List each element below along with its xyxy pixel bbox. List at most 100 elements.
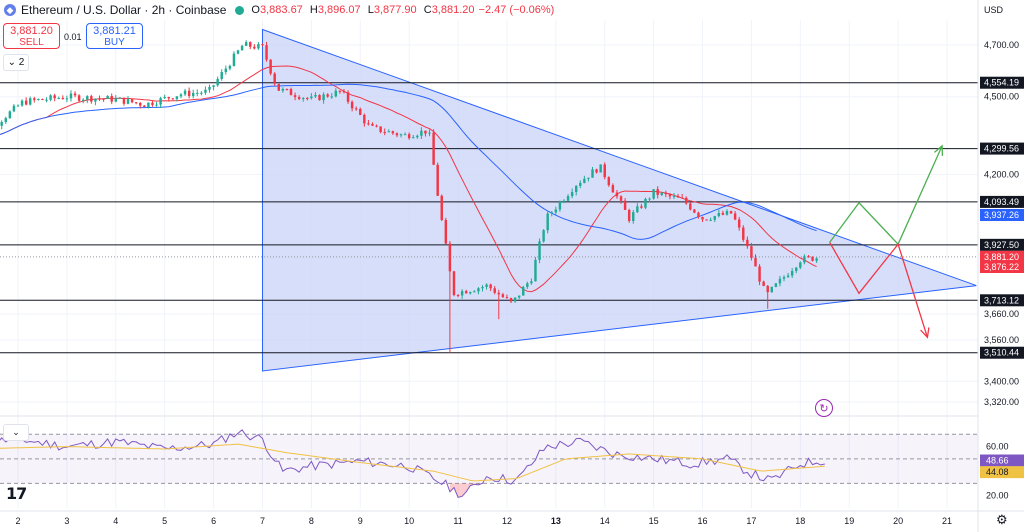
price-scale: USD 4,700.00 4,500.00 4,200.00 3,660.00 3,560… xyxy=(977,0,1024,532)
price-label-level: 4,299.56 xyxy=(984,144,1019,154)
settings-icon[interactable]: ⚙ xyxy=(996,512,1008,527)
candle-body xyxy=(660,192,664,195)
replay-icon[interactable]: ↻ xyxy=(815,399,833,417)
moving-averages xyxy=(0,65,817,293)
time-tick-label: 4 xyxy=(113,516,118,526)
candle-body xyxy=(513,297,517,302)
time-tick-label: 15 xyxy=(649,516,659,526)
candle-body xyxy=(212,85,215,87)
candle-body xyxy=(240,45,244,51)
price-tick-label: 3,400.00 xyxy=(984,376,1019,386)
time-tick-label: 2 xyxy=(15,516,20,526)
candle-body xyxy=(656,189,659,195)
candle-body xyxy=(77,95,81,101)
candle-body xyxy=(489,284,492,289)
candle-body xyxy=(611,185,615,193)
candle-body xyxy=(171,98,175,100)
candle-body xyxy=(607,177,611,186)
candle-body xyxy=(680,197,684,199)
price-tick-label: 3,560.00 xyxy=(984,335,1019,345)
candle-body xyxy=(354,108,358,110)
candle-body xyxy=(342,91,346,93)
candle-body xyxy=(49,95,52,100)
candle-body xyxy=(456,295,460,297)
candle-body xyxy=(375,125,378,127)
candle-body xyxy=(758,266,761,282)
candle-body xyxy=(122,97,126,104)
candle-body xyxy=(12,105,16,112)
currency-label: USD xyxy=(984,5,1004,15)
price-label-level: 3,713.12 xyxy=(984,295,1019,305)
candle-body xyxy=(542,230,545,242)
ohlc-values: O3,883.67 H3,896.07 L3,877.90 C3,881.20 xyxy=(251,4,475,16)
price-label-level: 4,093.49 xyxy=(984,197,1019,207)
candle-body xyxy=(517,295,521,298)
candle-body xyxy=(363,114,366,124)
candle-body xyxy=(86,96,89,100)
candle-body xyxy=(786,275,790,278)
candle-body xyxy=(269,59,272,74)
time-tick-label: 21 xyxy=(942,516,952,526)
candle-body xyxy=(811,256,814,261)
candle-body xyxy=(766,285,769,293)
candle-body xyxy=(208,86,211,90)
buy-label: BUY xyxy=(104,37,125,48)
time-scale: 2 3 4 5 6 7 8 9 10 11 12 13 14 15 16 17 18 19 20 21 xyxy=(0,510,1024,526)
candle-body xyxy=(216,78,219,86)
candle-body xyxy=(424,130,427,134)
candle-body xyxy=(151,102,154,106)
rsi-ma-bg xyxy=(980,466,1024,479)
rsi-collapse-button[interactable]: ⌄ xyxy=(3,424,29,441)
sell-button[interactable]: 3,881.20 SELL xyxy=(3,23,60,49)
candle-body xyxy=(94,98,97,102)
candle-body xyxy=(709,219,712,221)
candle-body xyxy=(554,209,558,213)
candle-body xyxy=(297,97,301,100)
candle-body xyxy=(45,99,48,101)
candle-body xyxy=(713,216,716,220)
time-tick-label: 12 xyxy=(502,516,512,526)
price-tick-label: 3,320.00 xyxy=(984,397,1019,407)
candle-body xyxy=(448,243,452,272)
candle-body xyxy=(497,292,501,295)
candle-body xyxy=(473,291,476,293)
candle-body xyxy=(807,256,810,258)
price-tick-label: 4,700.00 xyxy=(984,40,1019,50)
candle-body xyxy=(200,92,203,94)
candlestick-series xyxy=(0,40,818,353)
time-tick-label: 16 xyxy=(698,516,708,526)
ethereum-icon: ◆ xyxy=(4,4,16,16)
candle-body xyxy=(232,53,236,66)
candle-body xyxy=(196,92,199,94)
candle-body xyxy=(359,108,362,115)
indicator-collapse-button[interactable]: ⌄ 2 xyxy=(3,54,29,71)
time-tick-label: 20 xyxy=(893,516,903,526)
candle-body xyxy=(126,99,130,104)
candle-body xyxy=(742,227,745,240)
candle-body xyxy=(322,94,325,101)
symbol-title[interactable]: Ethereum / U.S. Dollar · 2h · Coinbase xyxy=(21,3,227,17)
candle-body xyxy=(330,96,333,98)
tradingview-logo[interactable]: 17 xyxy=(6,484,27,503)
candle-body xyxy=(81,99,85,101)
candle-body xyxy=(725,211,729,215)
candle-body xyxy=(293,95,297,98)
candle-body xyxy=(505,297,509,299)
candle-body xyxy=(20,100,24,106)
candle-body xyxy=(265,45,268,60)
rsi-line xyxy=(0,429,825,498)
candle-body xyxy=(558,201,562,210)
candle-body xyxy=(591,169,594,178)
candle-body xyxy=(175,96,179,100)
candle-body xyxy=(191,92,195,97)
candle-body xyxy=(314,95,317,97)
sell-label: SELL xyxy=(19,37,44,48)
candle-body xyxy=(167,97,170,99)
candle-body xyxy=(762,281,765,286)
rsi-ma-line xyxy=(0,443,825,482)
price-label-bg xyxy=(980,294,1024,307)
candle-body xyxy=(636,206,639,213)
candle-body xyxy=(689,203,692,210)
buy-button[interactable]: 3,881.21 BUY xyxy=(86,23,143,49)
